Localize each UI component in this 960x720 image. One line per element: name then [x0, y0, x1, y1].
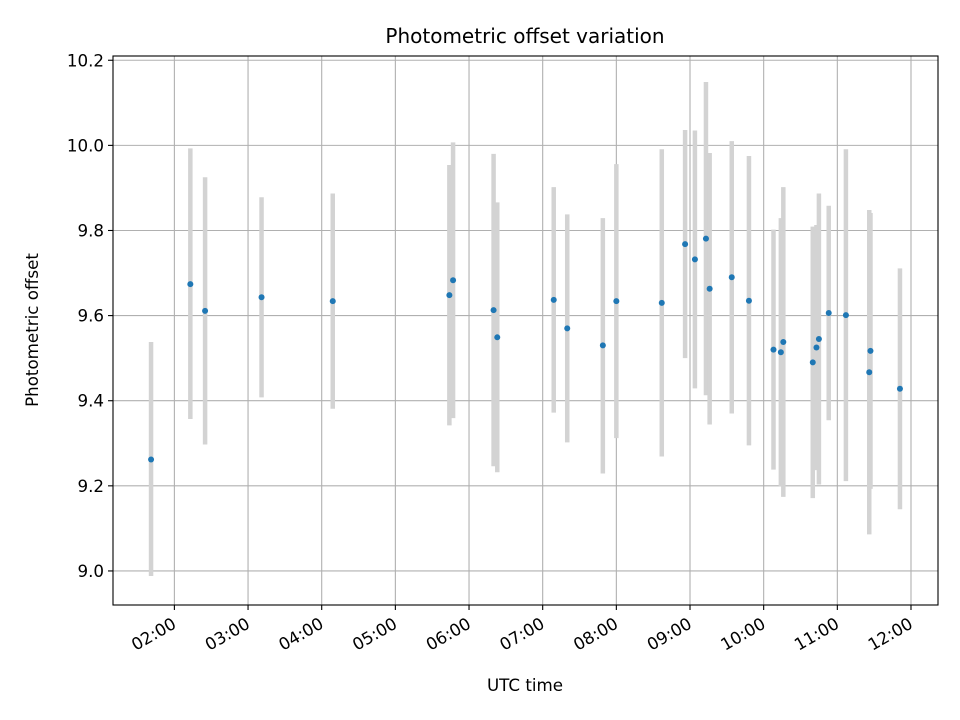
y-tick-label: 9.6 — [77, 306, 104, 326]
data-point — [866, 369, 873, 376]
data-point — [813, 344, 820, 351]
data-points — [148, 235, 903, 463]
data-point — [706, 285, 713, 292]
data-point — [842, 312, 849, 319]
y-tick-label: 10.0 — [67, 135, 104, 155]
data-point — [613, 298, 620, 305]
data-point — [564, 325, 571, 332]
data-point — [682, 241, 689, 248]
y-tick-label: 10.2 — [67, 50, 104, 70]
y-tick-label: 9.8 — [77, 220, 104, 240]
data-point — [258, 294, 265, 301]
data-point — [658, 299, 665, 306]
data-point — [867, 347, 874, 354]
data-point — [770, 346, 777, 353]
data-point — [202, 307, 209, 314]
data-point — [599, 342, 606, 349]
y-tick-label: 9.0 — [77, 561, 104, 581]
y-tick-label: 9.4 — [77, 391, 104, 411]
data-point — [446, 292, 453, 299]
y-tick-label: 9.2 — [77, 476, 104, 496]
data-point — [777, 349, 784, 356]
data-point — [450, 277, 457, 284]
data-point — [825, 310, 832, 317]
grid — [113, 56, 938, 605]
data-point — [550, 296, 557, 303]
data-point — [187, 281, 194, 288]
data-point — [691, 256, 698, 263]
y-axis-label: Photometric offset — [22, 253, 42, 407]
data-point — [490, 307, 497, 314]
data-point — [745, 297, 752, 304]
data-point — [780, 338, 787, 345]
data-point — [494, 334, 501, 341]
data-point — [702, 235, 709, 242]
plot-frame — [112, 55, 939, 606]
data-point — [809, 359, 816, 366]
y-axis: 9.0 9.2 9.4 9.6 9.8 10.0 10.2 — [67, 50, 113, 581]
data-point — [815, 336, 822, 343]
x-axis-label: UTC time — [487, 675, 563, 695]
chart-title: Photometric offset variation — [385, 24, 664, 48]
data-point — [148, 456, 155, 463]
data-point — [728, 274, 735, 281]
data-point — [896, 385, 903, 392]
data-point — [329, 298, 336, 305]
